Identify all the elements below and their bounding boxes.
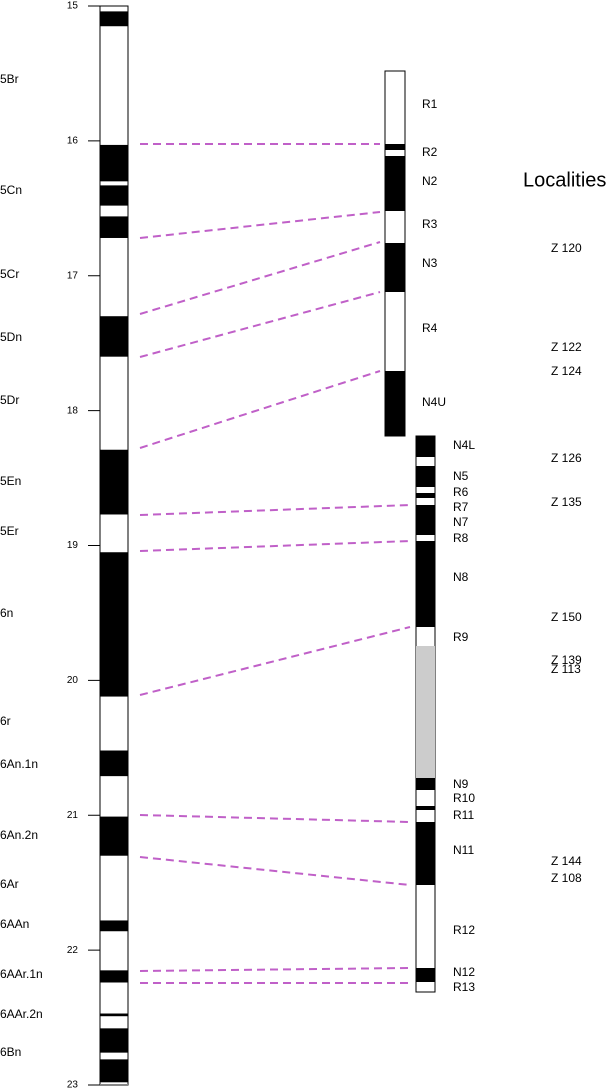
- zone-label: N12: [453, 965, 475, 979]
- chron-label: 5Dn: [0, 330, 22, 344]
- chron-label: 6An.2n: [0, 828, 38, 842]
- correlation-line: [139, 504, 411, 516]
- locality-label: Z 150: [551, 610, 582, 624]
- zone-label: R8: [453, 531, 469, 545]
- zone-label: R9: [453, 630, 469, 644]
- chron-label: 6AAr.2n: [0, 1007, 43, 1021]
- correlation-line: [139, 540, 411, 552]
- section-normal: [416, 493, 435, 498]
- tick-label: 22: [67, 945, 79, 956]
- zone-label: R13: [453, 980, 475, 994]
- zone-label: N11: [453, 843, 474, 857]
- section-normal: [385, 243, 405, 292]
- zone-label: R10: [453, 791, 475, 805]
- locality-label: Z 108: [551, 871, 582, 885]
- zone-label: R12: [453, 923, 475, 937]
- section-normal: [416, 505, 435, 535]
- tick-label: 15: [67, 1, 79, 12]
- normal-polarity: [100, 1013, 128, 1017]
- locality-label: Z 126: [551, 451, 582, 465]
- section-normal: [385, 156, 405, 211]
- zone-label: N2: [422, 174, 438, 188]
- tick-label: 16: [67, 136, 79, 147]
- normal-polarity: [100, 816, 128, 856]
- section-normal: [416, 466, 435, 487]
- section-normal: [416, 822, 435, 885]
- tick-label: 17: [67, 270, 79, 281]
- zone-label: N7: [453, 515, 469, 529]
- section-normal: [385, 144, 405, 150]
- zone-label: N9: [453, 777, 469, 791]
- zone-label: N3: [422, 256, 438, 270]
- chron-label: 5En: [0, 474, 21, 488]
- chron-label: 5Cr: [0, 267, 19, 281]
- zone-label: R2: [422, 145, 438, 159]
- section-normal: [416, 968, 435, 982]
- normal-polarity: [100, 552, 128, 697]
- normal-polarity: [100, 316, 128, 357]
- section-gap: [416, 646, 435, 778]
- chron-label: 6r: [0, 714, 11, 728]
- normal-polarity: [100, 449, 128, 515]
- tick-label: 19: [67, 540, 79, 551]
- zone-label: R11: [453, 808, 474, 822]
- normal-polarity: [100, 216, 128, 238]
- chron-label: 5Er: [0, 524, 19, 538]
- section-normal: [416, 778, 435, 790]
- chron-label: 6An.1n: [0, 757, 38, 771]
- locality-label: Z 135: [551, 495, 582, 509]
- chron-label: 6AAn: [0, 917, 29, 931]
- correlation-line: [139, 241, 381, 315]
- tick-label: 20: [67, 675, 79, 686]
- locality-label: Z 144: [551, 854, 582, 868]
- chron-label: 6n: [0, 606, 13, 620]
- normal-polarity: [100, 750, 128, 777]
- locality-label: Z 113: [551, 662, 581, 676]
- zone-label: R1: [422, 97, 438, 111]
- correlation-line: [139, 856, 411, 886]
- section-normal: [416, 806, 435, 810]
- normal-polarity: [100, 1059, 128, 1083]
- correlation-line: [139, 211, 381, 239]
- zone-label: N8: [453, 570, 469, 584]
- normal-polarity: [100, 970, 128, 983]
- zone-label: N5: [453, 469, 469, 483]
- section-normal: [416, 436, 435, 457]
- correlation-line: [139, 626, 411, 696]
- zone-label: N4L: [453, 438, 475, 452]
- locality-label: Z 139: [551, 653, 582, 667]
- chron-label: 6Bn: [0, 1045, 21, 1059]
- locality-label: Z 124: [551, 364, 582, 378]
- normal-polarity: [100, 920, 128, 932]
- normal-polarity: [100, 11, 128, 27]
- chron-label: 5Cn: [0, 183, 22, 197]
- normal-polarity: [100, 144, 128, 182]
- zone-label: N4U: [422, 395, 446, 409]
- tick-label: 18: [67, 405, 79, 416]
- normal-polarity: [100, 185, 128, 206]
- zone-label: R3: [422, 217, 438, 231]
- correlation-line: [139, 370, 381, 449]
- locality-label: Z 120: [551, 241, 582, 255]
- zone-label: R4: [422, 321, 438, 335]
- chron-label: 5Dr: [0, 393, 19, 407]
- chron-label: 5Br: [0, 72, 19, 86]
- zone-label: R6: [453, 485, 469, 499]
- localities-title: Localities: [523, 169, 606, 191]
- normal-polarity: [100, 1028, 128, 1053]
- chron-label: 6AAr.1n: [0, 967, 43, 981]
- section-normal: [416, 541, 435, 627]
- correlation-line: [139, 967, 411, 972]
- correlation-line: [139, 291, 381, 358]
- locality-label: Z 122: [551, 340, 582, 354]
- chron-label: 6Ar: [0, 877, 19, 891]
- tick-label: 23: [67, 1080, 79, 1091]
- zone-label: R7: [453, 500, 469, 514]
- tick-label: 21: [67, 810, 79, 821]
- section-normal: [385, 371, 405, 436]
- correlation-line: [139, 814, 411, 823]
